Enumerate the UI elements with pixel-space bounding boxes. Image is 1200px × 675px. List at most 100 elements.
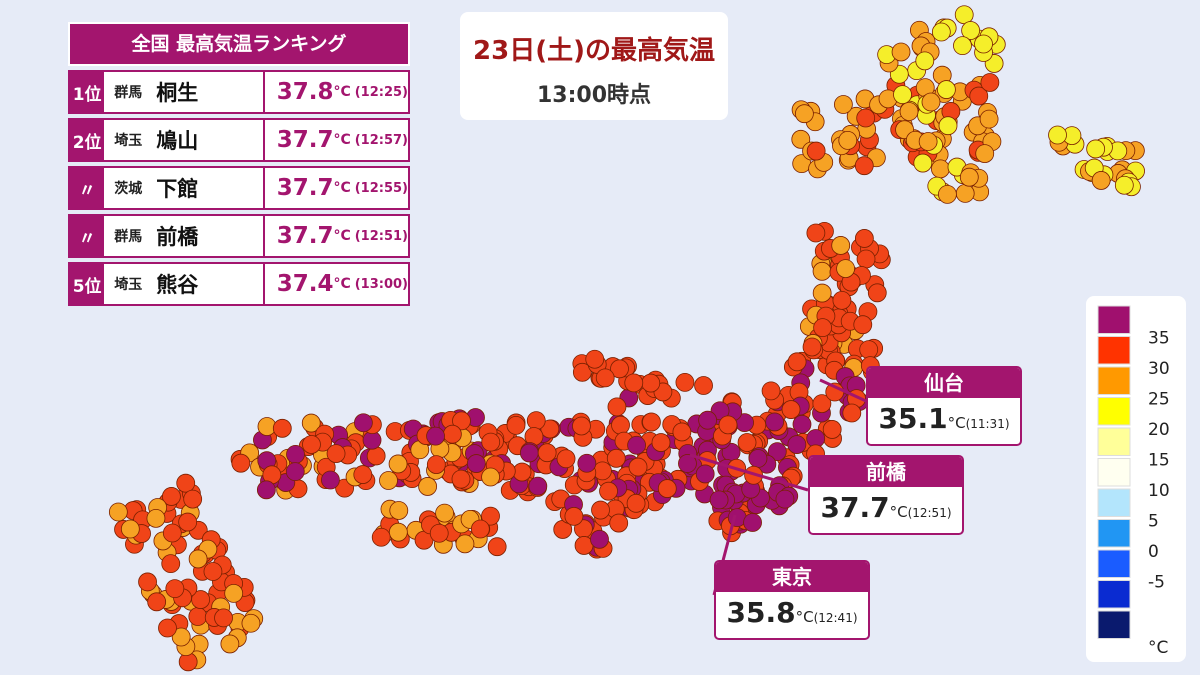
- map-dot: [672, 422, 692, 442]
- time: (11:31): [965, 417, 1010, 431]
- map-dot: [695, 464, 715, 484]
- map-dot: [178, 512, 198, 532]
- callout-city: 前橋: [810, 457, 962, 487]
- map-dot: [838, 130, 858, 150]
- map-dot: [241, 613, 261, 633]
- temperature: 35.1: [878, 402, 948, 435]
- header-title: 23日(土)の最高気温: [473, 36, 715, 66]
- map-dot: [931, 159, 950, 179]
- map-dot: [831, 236, 851, 255]
- callout-body: 37.7 °C (12:51): [810, 487, 962, 533]
- map-dot: [624, 373, 644, 393]
- map-dot: [812, 283, 832, 303]
- map-dot: [389, 501, 409, 520]
- map-dot: [954, 5, 974, 25]
- map-dot: [893, 85, 912, 105]
- header-subtitle: 13:00時点: [536, 83, 652, 108]
- map-dot: [120, 519, 140, 539]
- map-dot: [388, 454, 408, 474]
- legend-unit: °C: [1148, 638, 1168, 658]
- legend-label: 10: [1148, 481, 1170, 501]
- header-box: 23日(土)の最高気温 13:00時点: [460, 12, 728, 120]
- map-dot: [718, 415, 738, 435]
- map-dot: [975, 144, 995, 164]
- map-dot: [938, 116, 958, 136]
- legend-label: 30: [1148, 359, 1170, 379]
- map-dot: [481, 432, 501, 452]
- map-dot: [481, 467, 500, 487]
- map-dot: [231, 453, 251, 473]
- map-dot: [147, 592, 167, 612]
- map-dot: [590, 529, 609, 549]
- ranking-row: 〃茨城 下館 37.7 °C (12:55): [68, 166, 410, 210]
- map-dot: [272, 418, 292, 438]
- map-dot: [761, 381, 781, 401]
- map-dot: [641, 373, 661, 393]
- map-dot: [795, 104, 814, 124]
- legend-swatch: [1097, 488, 1131, 517]
- map-dot: [921, 92, 941, 112]
- city: 前橋: [142, 216, 265, 256]
- ranking-row: 〃群馬 前橋 37.7 °C (12:51): [68, 214, 410, 258]
- map-dot: [606, 448, 626, 468]
- map-dot: [388, 522, 408, 542]
- map-dot: [564, 506, 584, 526]
- map-dot: [931, 22, 951, 42]
- legend-swatch: [1097, 427, 1131, 456]
- prefecture: 群馬: [114, 85, 143, 101]
- map-dot: [737, 433, 757, 452]
- map-dot: [610, 359, 629, 379]
- rank: 5位: [70, 264, 105, 304]
- map-dot: [980, 73, 1000, 92]
- map-dot: [833, 95, 853, 114]
- map-dot: [791, 129, 811, 149]
- map-dot: [442, 424, 462, 444]
- temperature: 37.7: [276, 175, 334, 201]
- unit: °C: [333, 276, 351, 292]
- map-dot: [418, 477, 438, 496]
- city: 下館: [142, 168, 265, 208]
- rank: 2位: [70, 120, 105, 160]
- legend-swatch: [1097, 580, 1131, 609]
- legend-label: 0: [1148, 542, 1159, 562]
- map-dot: [487, 537, 507, 557]
- legend-label: 25: [1148, 390, 1170, 410]
- map-dot: [792, 414, 812, 434]
- map-dot: [859, 340, 879, 360]
- map-dot: [891, 42, 911, 62]
- map-dot: [512, 462, 532, 482]
- map-dot: [470, 519, 490, 539]
- legend-label: 5: [1148, 512, 1159, 532]
- map-dot: [519, 443, 539, 463]
- map-dot: [595, 368, 615, 388]
- legend-label: -5: [1148, 573, 1165, 593]
- map-dot: [748, 449, 768, 468]
- map-dot: [915, 51, 935, 71]
- map-dot: [353, 413, 373, 433]
- map-dot: [203, 562, 223, 581]
- map-dot: [979, 109, 999, 129]
- map-dot: [188, 549, 208, 569]
- map-dot: [326, 444, 346, 464]
- map-dot: [802, 337, 822, 357]
- map-dot: [256, 480, 276, 500]
- map-dot: [214, 608, 233, 628]
- legend-svg: 35 30 25 20 15 10 5 0 -5 °C: [1097, 305, 1170, 658]
- prefecture: 群馬: [114, 229, 143, 245]
- map-dot: [969, 86, 989, 106]
- map-dot: [611, 415, 630, 435]
- legend-label: 35: [1148, 329, 1170, 349]
- legend-swatch: [1097, 458, 1131, 487]
- map-dot: [822, 420, 842, 439]
- map-dot: [585, 349, 605, 369]
- temperature: 35.8: [726, 596, 796, 629]
- callout-body: 35.8 °C (12:41): [716, 592, 868, 638]
- map-dot: [366, 446, 386, 466]
- rank: 1位: [70, 72, 105, 112]
- unit: °C: [889, 503, 908, 521]
- rank: 〃: [70, 168, 105, 208]
- map-dot: [853, 315, 873, 335]
- map-dot: [813, 318, 833, 338]
